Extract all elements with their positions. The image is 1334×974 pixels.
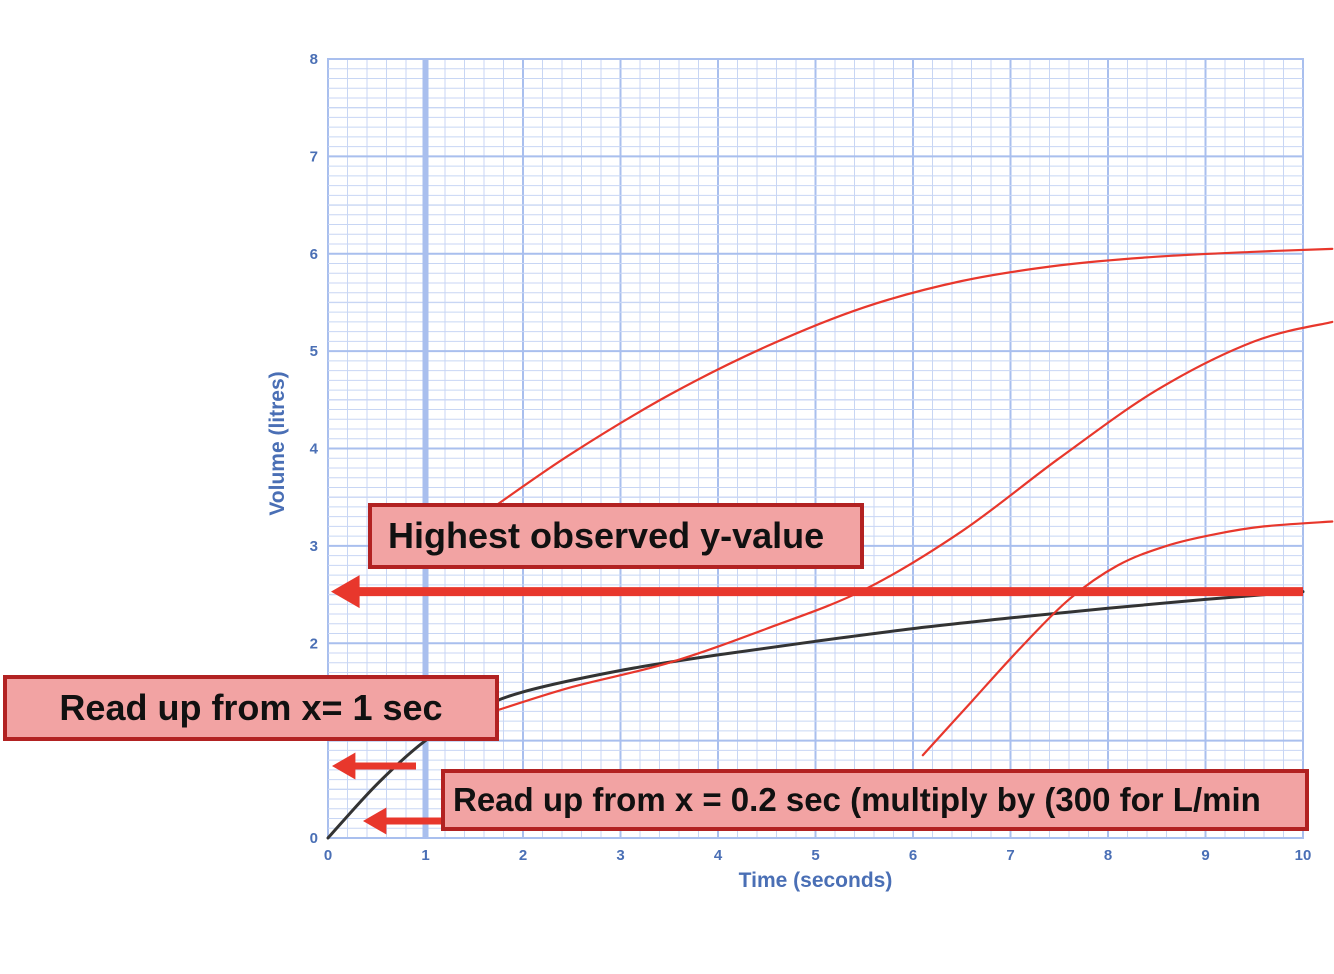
- x-axis-label: Time (seconds): [739, 869, 893, 892]
- x-tick-label: 7: [1006, 847, 1014, 864]
- x-tick-label: 0: [324, 847, 332, 864]
- callout-read-1-sec: Read up from x= 1 sec: [3, 675, 499, 741]
- x-tick-label: 6: [909, 847, 917, 864]
- callout-read-0-2-sec: Read up from x = 0.2 sec (multiply by (3…: [441, 769, 1309, 831]
- arrow-1sec-head: [332, 752, 356, 780]
- x-tick-label: 2: [519, 847, 527, 864]
- y-tick-label: 5: [310, 343, 318, 360]
- chart-axes: 0 1 2 3 4 5 6 7 8 9 10 0 2 3 4 5 6 7 8 Time (seconds) Volume…: [266, 51, 1311, 892]
- callout-1sec-text: Read up from x= 1 sec: [59, 687, 443, 728]
- y-tick-label: 8: [310, 51, 318, 68]
- series-line-3: [921, 520, 1334, 757]
- arrow-highest-head: [331, 575, 360, 609]
- x-tick-label: 8: [1104, 847, 1112, 864]
- annotation-arrows: [331, 575, 1303, 835]
- y-tick-label: 2: [310, 635, 318, 652]
- arrow-02sec-head: [363, 807, 387, 835]
- callout-highest-observed: Highest observed y-value: [368, 503, 864, 569]
- y-tick-label: 3: [310, 538, 318, 555]
- x-tick-label: 5: [811, 847, 819, 864]
- series-line-2: [492, 320, 1334, 713]
- x-tick-label: 1: [421, 847, 429, 864]
- y-tick-label: 0: [310, 830, 318, 847]
- x-tick-label: 9: [1201, 847, 1209, 864]
- callout-02sec-text: Read up from x = 0.2 sec (multiply by (3…: [453, 781, 1261, 818]
- y-tick-label: 7: [310, 148, 318, 165]
- series-line-1: [492, 247, 1334, 508]
- y-axis-label: Volume (litres): [266, 371, 289, 515]
- x-tick-label: 3: [616, 847, 624, 864]
- callout-highest-text: Highest observed y-value: [388, 515, 825, 556]
- x-tick-label: 4: [714, 847, 723, 864]
- y-tick-label: 4: [310, 441, 319, 458]
- x-tick-label: 10: [1295, 847, 1312, 864]
- y-tick-label: 6: [310, 246, 318, 263]
